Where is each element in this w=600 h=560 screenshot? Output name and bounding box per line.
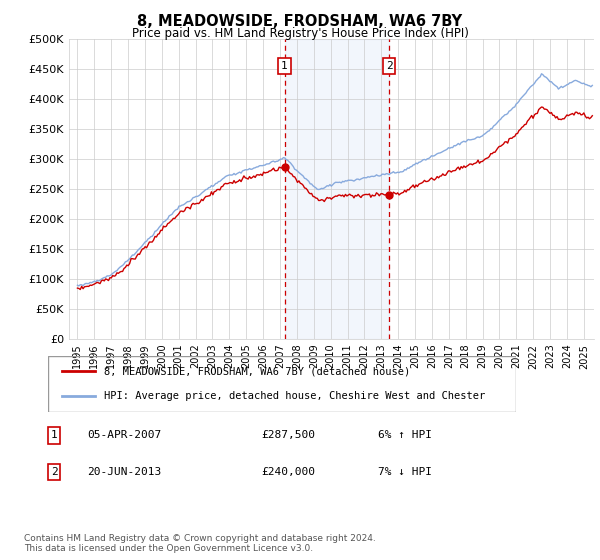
Text: £240,000: £240,000 — [261, 467, 315, 477]
Text: 05-APR-2007: 05-APR-2007 — [87, 431, 161, 440]
Text: 8, MEADOWSIDE, FRODSHAM, WA6 7BY (detached house): 8, MEADOWSIDE, FRODSHAM, WA6 7BY (detach… — [104, 366, 410, 376]
Text: £287,500: £287,500 — [261, 431, 315, 440]
Text: HPI: Average price, detached house, Cheshire West and Chester: HPI: Average price, detached house, Ches… — [104, 391, 485, 401]
Text: 20-JUN-2013: 20-JUN-2013 — [87, 467, 161, 477]
Text: 1: 1 — [281, 61, 288, 71]
Text: Price paid vs. HM Land Registry's House Price Index (HPI): Price paid vs. HM Land Registry's House … — [131, 27, 469, 40]
Text: 6% ↑ HPI: 6% ↑ HPI — [378, 431, 432, 440]
Bar — [284, 39, 389, 339]
Text: Contains HM Land Registry data © Crown copyright and database right 2024.
This d: Contains HM Land Registry data © Crown c… — [24, 534, 376, 553]
Text: 8, MEADOWSIDE, FRODSHAM, WA6 7BY: 8, MEADOWSIDE, FRODSHAM, WA6 7BY — [137, 14, 463, 29]
Text: 1: 1 — [50, 431, 58, 440]
Text: 2: 2 — [50, 467, 58, 477]
Text: 7% ↓ HPI: 7% ↓ HPI — [378, 467, 432, 477]
Text: 2: 2 — [386, 61, 392, 71]
